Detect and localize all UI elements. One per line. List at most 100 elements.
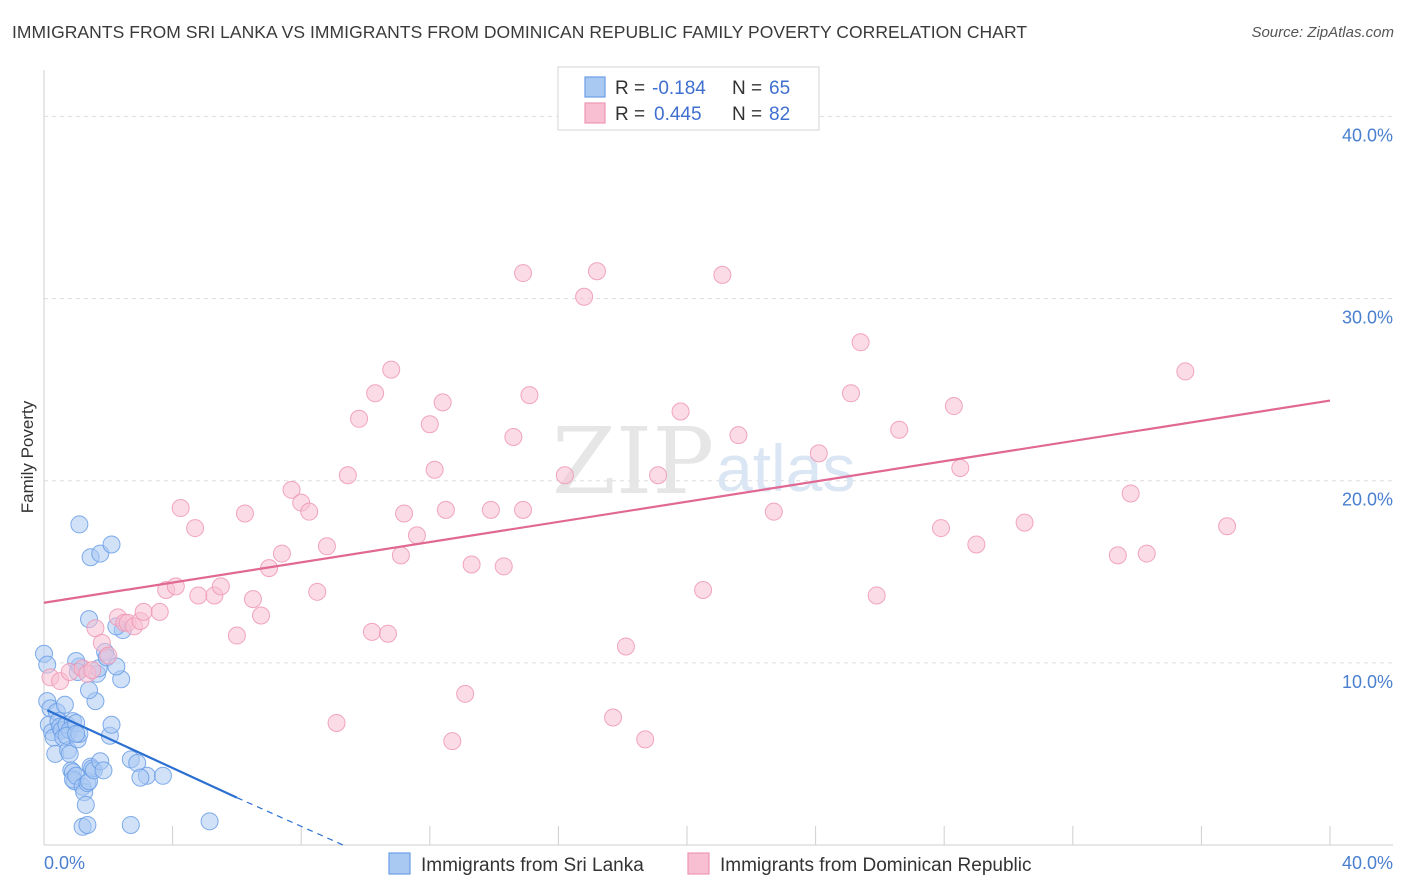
data-point: [366, 384, 385, 403]
data-point: [1108, 546, 1127, 565]
legend-swatch-dominican: [584, 102, 606, 124]
data-point: [504, 428, 523, 446]
data-point: [70, 515, 89, 534]
data-point: [99, 646, 118, 665]
legend-r-label-1: R =: [615, 78, 645, 99]
data-point: [764, 502, 783, 521]
x-ticks: [43, 826, 1331, 845]
trend-lines: [43, 399, 1331, 846]
trend-line-dominican: [43, 399, 1331, 604]
data-point: [931, 519, 950, 538]
data-point: [436, 500, 455, 519]
data-point: [616, 637, 635, 656]
data-point: [362, 622, 381, 641]
data-point: [382, 360, 401, 379]
data-point: [308, 582, 327, 601]
y-tick-label-20: 20.0%: [1342, 490, 1393, 510]
data-point: [729, 426, 748, 445]
data-point: [636, 730, 655, 749]
chart-title: IMMIGRANTS FROM SRI LANKA VS IMMIGRANTS …: [12, 22, 1028, 42]
data-point: [252, 606, 271, 625]
bottom-legend-swatch-dominican: [687, 852, 710, 875]
data-point: [1015, 513, 1034, 532]
data-point: [1121, 484, 1140, 503]
data-point: [951, 458, 970, 477]
y-tick-label-40: 40.0%: [1342, 125, 1393, 145]
data-point: [604, 708, 623, 727]
data-point: [587, 262, 606, 281]
data-point: [327, 713, 346, 732]
x-tick-label-max: 40.0%: [1342, 853, 1393, 873]
legend-r-value-1: -0.184: [652, 78, 706, 99]
data-point: [494, 557, 513, 576]
data-point: [1137, 544, 1156, 563]
data-point: [694, 581, 713, 599]
data-point: [317, 537, 336, 556]
bottom-legend-label-sri-lanka: Immigrants from Sri Lanka: [421, 855, 644, 876]
data-point: [80, 681, 99, 700]
data-point: [433, 393, 452, 412]
data-point: [456, 684, 475, 703]
data-point: [94, 761, 113, 780]
data-point: [350, 409, 369, 428]
trend-line-sri-lanka: [46, 709, 238, 799]
data-point: [575, 287, 594, 306]
data-point: [555, 466, 574, 485]
data-point: [338, 466, 357, 485]
y-axis-label: Family Poverty: [18, 400, 37, 513]
legend-n-value-2: 82: [769, 104, 790, 125]
data-point: [243, 590, 262, 609]
data-point: [520, 386, 539, 405]
data-point: [1176, 362, 1195, 381]
data-point: [186, 519, 205, 538]
data-point: [1218, 517, 1237, 536]
data-point: [851, 333, 870, 352]
data-point: [153, 766, 172, 785]
data-point: [121, 815, 140, 834]
data-point: [282, 480, 301, 499]
data-point: [150, 602, 169, 621]
data-point: [55, 695, 74, 714]
bottom-legend-swatch-sri-lanka: [388, 852, 411, 875]
source-label: Source: ZipAtlas.com: [1251, 24, 1394, 41]
data-point: [379, 624, 398, 643]
data-point: [83, 661, 102, 680]
data-point: [481, 500, 500, 519]
data-point: [235, 504, 254, 523]
data-point: [867, 586, 886, 605]
y-tick-labels: 10.0% 20.0% 30.0% 40.0%: [1342, 125, 1393, 691]
data-point: [514, 500, 533, 519]
series-legend: Immigrants from Sri Lanka Immigrants fro…: [388, 852, 1032, 876]
series-dominican-points: [41, 262, 1237, 751]
correlation-legend: R = -0.184 N = 65 R = 0.445 N = 82: [557, 66, 820, 131]
data-point: [102, 715, 121, 734]
data-point: [67, 724, 86, 743]
data-point: [809, 444, 828, 463]
data-point: [78, 815, 97, 834]
data-point: [443, 732, 462, 751]
data-point: [462, 555, 481, 574]
data-point: [76, 795, 95, 814]
data-point: [272, 544, 291, 563]
data-point: [890, 420, 909, 439]
data-point: [134, 602, 153, 621]
data-point: [227, 626, 246, 645]
data-point: [649, 466, 668, 485]
data-point: [131, 768, 150, 787]
data-point: [189, 586, 208, 605]
data-point: [171, 499, 190, 518]
data-point: [391, 546, 410, 565]
trend-line-sri-lanka-extension: [236, 797, 344, 846]
legend-r-value-2: 0.445: [654, 104, 702, 125]
data-point: [300, 502, 319, 521]
data-point: [967, 535, 986, 554]
legend-n-label-1: N =: [732, 78, 762, 99]
data-point: [395, 504, 414, 523]
data-point: [944, 397, 963, 416]
legend-n-label-2: N =: [732, 104, 762, 125]
data-point: [420, 415, 439, 434]
y-tick-label-10: 10.0%: [1342, 672, 1393, 692]
bottom-legend-label-dominican: Immigrants from Dominican Republic: [720, 855, 1032, 876]
data-point: [841, 384, 860, 403]
